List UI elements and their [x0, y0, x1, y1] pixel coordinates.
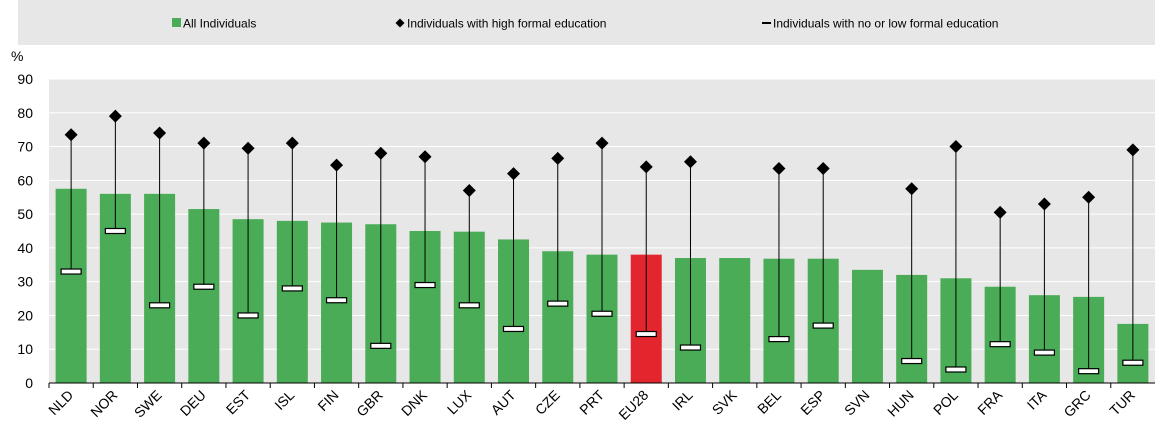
- low-education-marker-fin: [325, 297, 348, 304]
- low-education-marker-hun: [901, 357, 923, 365]
- low-education-marker-cze: [547, 300, 569, 307]
- x-tick-label-est: EST: [223, 386, 254, 417]
- bar-svk: [719, 258, 751, 383]
- y-tick-label-0: 0: [25, 375, 33, 391]
- high-education-marker-hun: [905, 182, 919, 196]
- high-education-marker-est: [241, 141, 255, 155]
- x-tick-label-isl: ISL: [271, 387, 297, 413]
- x-tick-label-swe: SWE: [131, 387, 165, 421]
- x-axis-ticks: NLD NOR SWE DEU EST ISL FIN GBR DNK LUX AUT CZE PRT E…: [45, 383, 1138, 423]
- low-education-marker-pol: [945, 366, 967, 373]
- low-education-marker-nor: [104, 227, 126, 235]
- x-tick-label-grc: GRC: [1060, 387, 1093, 420]
- y-tick-label-20: 20: [17, 307, 33, 323]
- high-education-marker-bel: [772, 162, 786, 176]
- low-education-marker-tur: [1122, 359, 1144, 366]
- y-axis-ticks: 0 10 20 30 40 50 60 70 80 90: [17, 71, 33, 391]
- y-tick-label-40: 40: [17, 240, 33, 256]
- low-education-marker-grc: [1078, 368, 1100, 375]
- y-tick-label-10: 10: [17, 341, 33, 357]
- x-tick-label-irl: IRL: [669, 387, 696, 414]
- y-tick-label-90: 90: [17, 71, 33, 87]
- high-education-marker-ita: [1037, 197, 1051, 211]
- x-tick-label-nor: NOR: [87, 387, 120, 420]
- y-axis-label: %: [11, 48, 23, 64]
- high-education-marker-nld: [64, 128, 78, 142]
- x-tick-label-cze: CZE: [532, 387, 563, 418]
- x-tick-label-gbr: GBR: [353, 387, 386, 420]
- low-education-marker-nld: [60, 268, 82, 275]
- high-education-marker-prt: [595, 136, 609, 150]
- y-tick-label-30: 30: [17, 274, 33, 290]
- x-tick-label-tur: TUR: [1106, 387, 1138, 419]
- legend-background: [18, 0, 1155, 45]
- high-education-marker-fra: [993, 205, 1007, 219]
- whiskers: [60, 109, 1144, 375]
- x-tick-label-eu28: EU28: [615, 387, 651, 423]
- high-education-marker-irl: [683, 155, 697, 169]
- low-education-marker-aut: [502, 325, 525, 333]
- x-tick-label-hun: HUN: [884, 387, 917, 420]
- low-education-marker-gbr: [370, 342, 392, 349]
- x-tick-label-ita: ITA: [1024, 386, 1050, 412]
- high-education-marker-grc: [1082, 190, 1096, 204]
- high-education-marker-dnk: [418, 150, 432, 164]
- low-education-marker-ita: [1033, 349, 1056, 356]
- y-tick-label-60: 60: [17, 172, 33, 188]
- high-education-marker-gbr: [374, 146, 388, 160]
- low-education-marker-bel: [768, 335, 790, 343]
- x-tick-label-svn: SVN: [841, 387, 873, 419]
- legend-symbol-individuals-with-no-or-low-formal-education: [762, 22, 771, 24]
- low-education-marker-isl: [281, 285, 303, 292]
- legend-symbol-all-individuals: [172, 18, 181, 27]
- x-tick-label-aut: AUT: [488, 386, 519, 417]
- low-education-marker-fra: [989, 341, 1011, 348]
- high-education-marker-cze: [551, 151, 565, 165]
- x-tick-label-bel: BEL: [754, 387, 784, 417]
- low-education-marker-esp: [812, 322, 834, 329]
- high-education-marker-fin: [330, 158, 344, 172]
- x-tick-label-fin: FIN: [314, 387, 341, 414]
- high-education-marker-tur: [1126, 143, 1140, 157]
- x-tick-label-esp: ESP: [797, 387, 828, 418]
- low-education-marker-est: [237, 312, 259, 319]
- x-tick-label-svk: SVK: [709, 386, 741, 418]
- high-education-marker-lux: [462, 183, 476, 197]
- high-education-marker-esp: [816, 162, 830, 176]
- legend-label-individuals-with-no-or-low-formal-education: Individuals with no or low formal educat…: [773, 17, 998, 31]
- y-tick-label-70: 70: [17, 139, 33, 155]
- x-tick-label-lux: LUX: [444, 386, 475, 417]
- legend-label-individuals-with-high-formal-education: Individuals with high formal education: [407, 17, 606, 31]
- low-education-marker-irl: [679, 344, 702, 351]
- x-tick-label-nld: NLD: [45, 387, 76, 418]
- y-tick-label-50: 50: [17, 206, 33, 222]
- low-education-marker-deu: [193, 283, 215, 290]
- low-education-marker-swe: [149, 302, 171, 309]
- low-education-marker-eu28: [635, 330, 657, 338]
- bar-svn: [851, 269, 883, 383]
- x-tick-label-pol: POL: [930, 387, 961, 418]
- legend: All Individuals Individuals with high for…: [172, 17, 998, 31]
- legend-label-all-individuals: All Individuals: [183, 17, 256, 31]
- x-tick-label-dnk: DNK: [398, 386, 431, 419]
- high-education-marker-isl: [285, 136, 299, 150]
- low-education-marker-prt: [591, 310, 613, 317]
- y-tick-label-80: 80: [17, 105, 33, 121]
- low-education-marker-lux: [458, 302, 480, 309]
- legend-symbol-individuals-with-high-formal-education: [395, 18, 405, 28]
- high-education-marker-deu: [197, 136, 211, 150]
- high-education-marker-swe: [153, 126, 167, 140]
- high-education-marker-nor: [108, 109, 122, 123]
- high-education-marker-aut: [507, 167, 521, 181]
- x-tick-label-deu: DEU: [177, 387, 209, 419]
- high-education-marker-eu28: [639, 160, 653, 174]
- low-education-marker-dnk: [414, 281, 436, 289]
- x-tick-label-prt: PRT: [576, 386, 607, 417]
- high-education-marker-pol: [949, 140, 963, 154]
- x-tick-label-fra: FRA: [974, 386, 1006, 418]
